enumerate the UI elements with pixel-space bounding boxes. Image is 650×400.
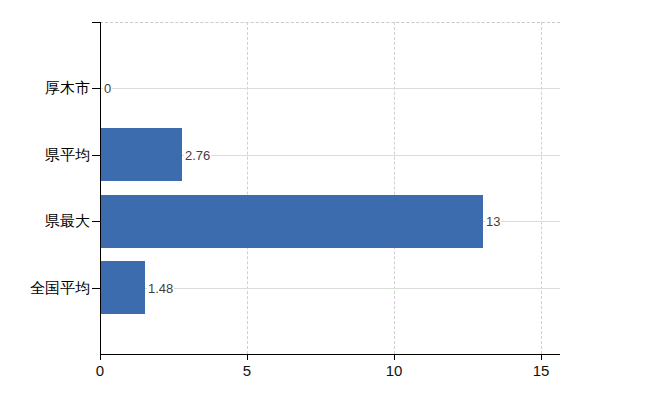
bar — [101, 128, 182, 181]
x-axis-tick — [541, 354, 542, 360]
y-axis-tick — [92, 88, 100, 89]
x-tick-label: 10 — [386, 362, 403, 379]
v-gridline — [247, 22, 248, 354]
h-gridline — [101, 88, 560, 89]
v-gridline — [394, 22, 395, 354]
x-tick-label: 15 — [533, 362, 550, 379]
x-axis-tick — [100, 354, 101, 360]
y-axis-tick — [92, 155, 100, 156]
bar — [101, 195, 483, 248]
category-label: 厚木市 — [0, 79, 90, 97]
x-axis-tick — [247, 354, 248, 360]
bar — [101, 261, 145, 314]
category-label: 県最大 — [0, 212, 90, 230]
x-tick-label: 0 — [96, 362, 104, 379]
bar-chart: 厚木市 0 県平均 2.76 県最大 13 全国平均 1.48 0 5 10 15 — [0, 0, 650, 400]
v-gridline — [541, 22, 542, 354]
y-axis-top-tick — [92, 22, 100, 23]
category-label: 全国平均 — [0, 279, 90, 297]
plot-top-border — [100, 22, 560, 23]
data-label: 2.76 — [184, 148, 211, 163]
y-axis-line — [100, 22, 101, 354]
x-tick-label: 5 — [243, 362, 251, 379]
data-label: 0 — [103, 81, 112, 96]
x-axis-line — [100, 354, 560, 355]
y-axis-tick — [92, 221, 100, 222]
category-label: 県平均 — [0, 146, 90, 164]
data-label: 13 — [485, 214, 501, 229]
data-label: 1.48 — [147, 281, 174, 296]
x-axis-tick — [394, 354, 395, 360]
y-axis-tick — [92, 288, 100, 289]
